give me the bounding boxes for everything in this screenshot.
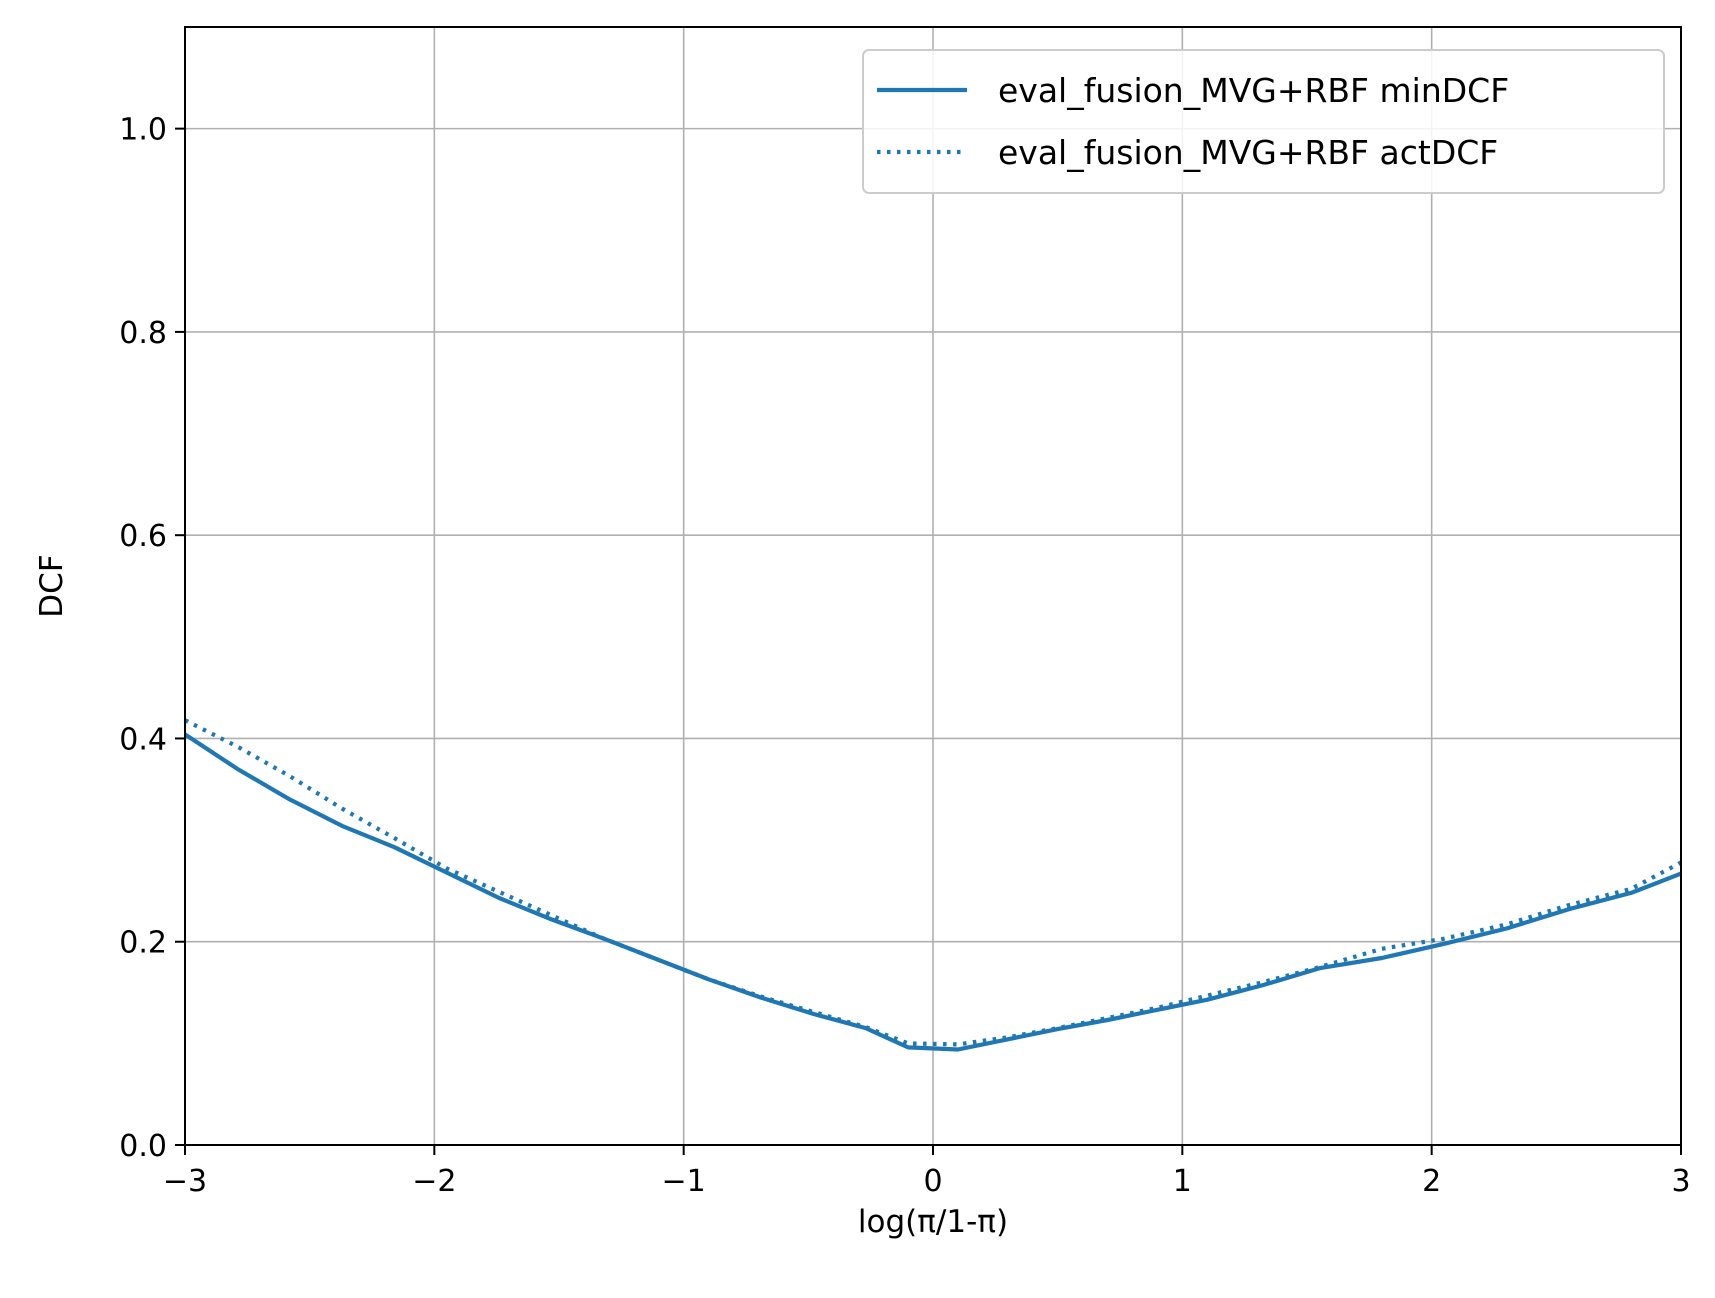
legend-box	[862, 49, 1665, 194]
y-tick-label: 0.6	[119, 519, 167, 554]
x-tick-label: −3	[163, 1164, 207, 1199]
series-line-1	[184, 718, 1682, 1047]
y-tick-label: 1.0	[119, 113, 167, 148]
x-axis-label: log(π/1-π)	[858, 1204, 1008, 1240]
x-tick-label: 1	[1173, 1164, 1192, 1199]
x-tick-label: −1	[662, 1164, 706, 1199]
y-tick-label: 0.0	[119, 1129, 167, 1164]
y-tick-label: 0.2	[119, 926, 167, 961]
x-tick-label: 0	[923, 1164, 942, 1199]
ticks: −3 −2 −1 0 1 2 3 0.0 0.2 0.4 0.6 0.8 1.0	[119, 113, 1690, 1199]
series-line-0	[183, 732, 1682, 1052]
y-tick-label: 0.4	[119, 722, 167, 757]
legend: eval_fusion_MVG+RBF minDCF eval_fusion_MV…	[862, 49, 1665, 194]
x-tick-label: −2	[412, 1164, 456, 1199]
series-layer	[183, 718, 1682, 1052]
x-tick-label: 2	[1422, 1164, 1441, 1199]
x-tick-label: 3	[1671, 1164, 1690, 1199]
legend-label: eval_fusion_MVG+RBF minDCF	[998, 71, 1509, 110]
legend-label: eval_fusion_MVG+RBF actDCF	[998, 133, 1498, 172]
y-axis-label: DCF	[34, 554, 70, 617]
y-tick-label: 0.8	[119, 316, 167, 351]
